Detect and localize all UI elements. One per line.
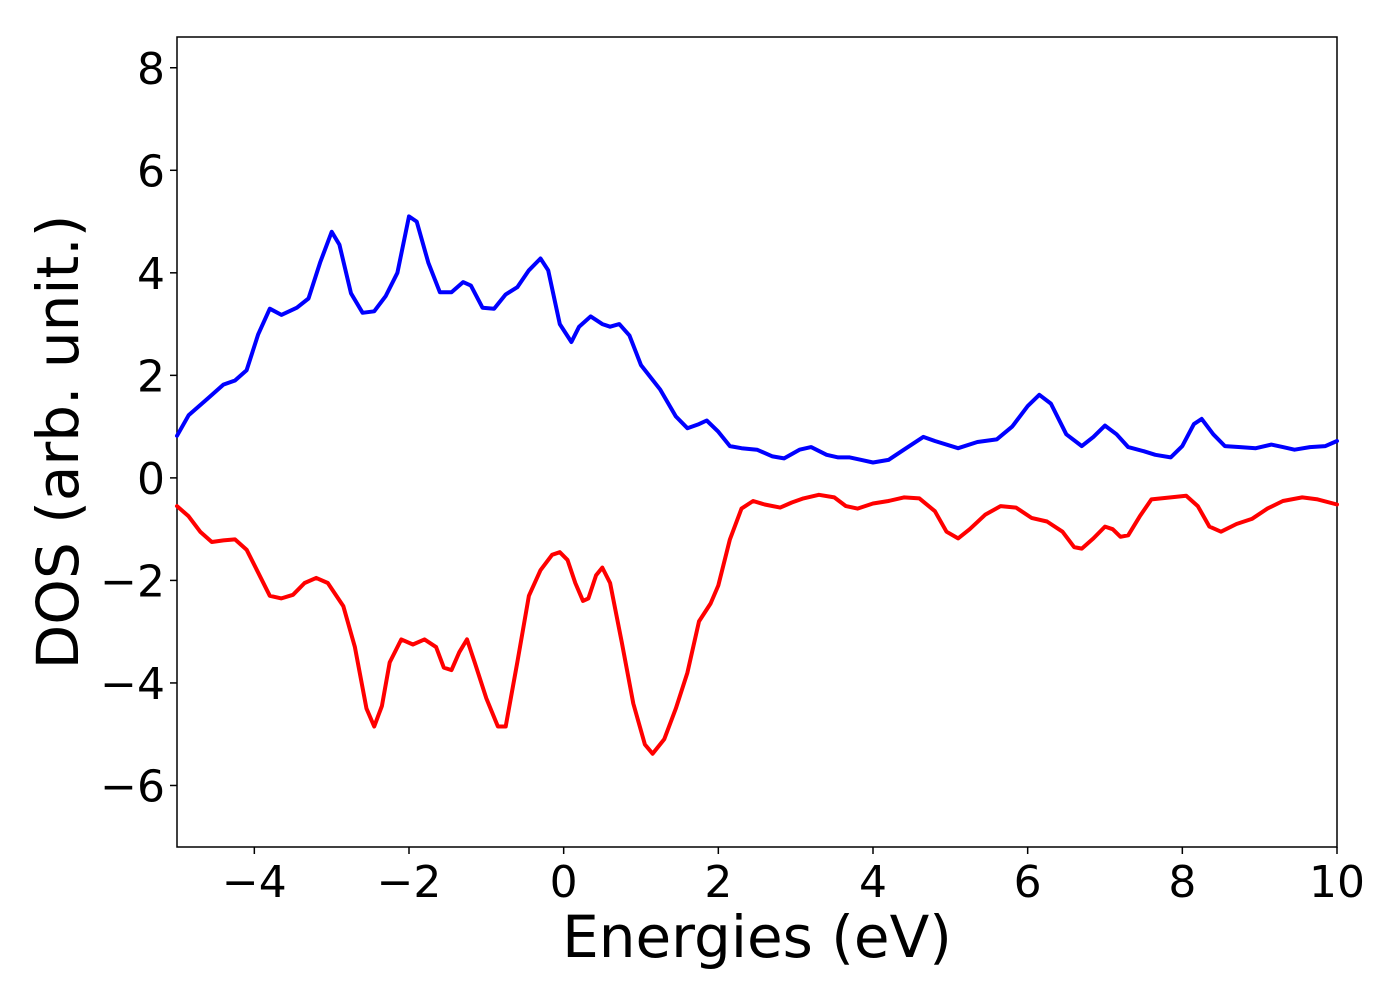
series-line-1 (175, 214, 1339, 465)
x-tick-label: −2 (377, 857, 442, 908)
x-axis-ticks: −4 −2 0 2 4 6 8 10 (222, 847, 1365, 908)
y-tick-label: 6 (137, 146, 165, 197)
y-tick-label: −4 (100, 659, 165, 710)
x-tick-label: 8 (1168, 857, 1196, 908)
y-tick-label: 0 (137, 454, 165, 505)
y-tick-label: −6 (100, 761, 165, 812)
x-axis-label: Energies (eV) (562, 903, 952, 971)
y-axis-label: DOS (arb. unit.) (24, 215, 92, 670)
x-tick-label: 0 (550, 857, 578, 908)
x-tick-label: −4 (222, 857, 287, 908)
series-line-2 (175, 492, 1339, 756)
x-tick-label: 4 (859, 857, 887, 908)
plot-area (176, 36, 1338, 848)
y-tick-label: 8 (137, 44, 165, 95)
y-tick-label: 4 (137, 249, 165, 300)
x-tick-label: 2 (704, 857, 732, 908)
y-axis-ticks: 8 6 4 2 0 −2 −4 −6 (100, 44, 177, 812)
y-tick-label: 2 (137, 351, 165, 402)
x-tick-label: 6 (1014, 857, 1042, 908)
series-layer (175, 214, 1339, 756)
y-tick-label: −2 (100, 556, 165, 607)
x-tick-label: 10 (1309, 857, 1365, 908)
